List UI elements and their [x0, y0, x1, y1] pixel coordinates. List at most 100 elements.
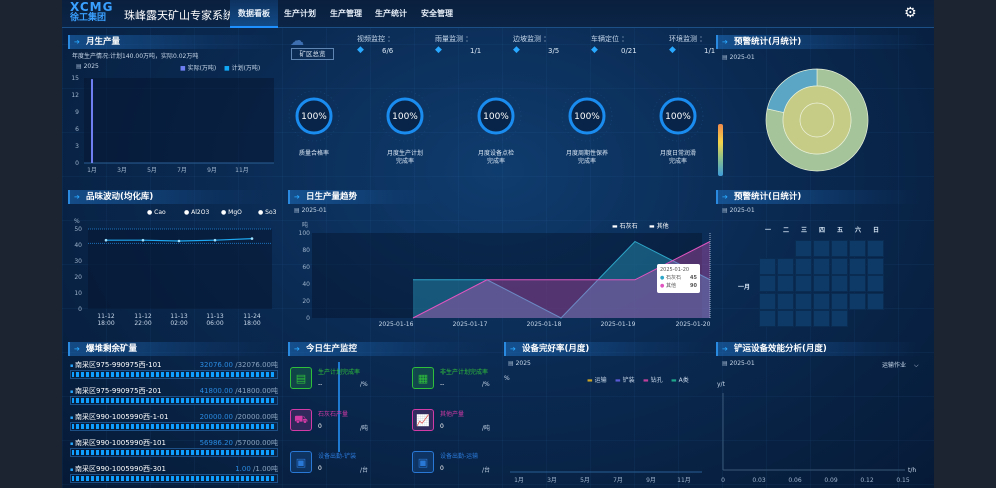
- stockpile-name: 南采区975-990975西-201: [70, 387, 161, 395]
- overview-button[interactable]: 矿区总览: [291, 48, 334, 60]
- data-point: [141, 238, 145, 242]
- tab-safety-management[interactable]: 安全管理: [421, 9, 453, 18]
- stockpile-amount: 32076.00 /32076.00吨: [200, 360, 278, 370]
- gauge-label: 月度日常润滑 完成率: [659, 150, 696, 165]
- x-tick-label: 0: [721, 477, 725, 484]
- heatmap-day-cell[interactable]: [795, 257, 812, 275]
- weekday-label: 日: [873, 227, 880, 234]
- equip-legend-item[interactable]: ▬ 铲装: [615, 377, 635, 384]
- plot-area: [312, 233, 702, 318]
- stat-2[interactable]: 边坡监测 ： ◆ 3/5: [513, 34, 559, 55]
- tab-production-management[interactable]: 生产管理: [330, 9, 362, 18]
- y-tick-label: 0: [78, 306, 82, 313]
- tab-production-stats[interactable]: 生产统计: [375, 9, 407, 18]
- x-tick-label: 11-12: [97, 313, 115, 320]
- heatmap-day-cell[interactable]: [831, 257, 848, 275]
- equip-year-picker[interactable]: 2025: [508, 360, 531, 367]
- stockpile-item[interactable]: 南采区975-990975西-101 32076.00 /32076.00吨: [70, 360, 278, 379]
- monitor-unit: /吨: [482, 425, 491, 432]
- heatmap-day-cell[interactable]: [795, 275, 812, 292]
- heatmap-day-cell[interactable]: [849, 292, 866, 310]
- heatmap-day-cell[interactable]: [867, 292, 884, 310]
- panel-title-stockpile: 爆堆剩余矿量: [68, 342, 278, 356]
- heatmap-day-cell[interactable]: [867, 240, 884, 257]
- heatmap-day-cell[interactable]: [795, 240, 812, 257]
- stockpile-item[interactable]: 南采区990-1005990西-301 1.00 /1.00吨: [70, 464, 278, 483]
- stockpile-value: 1.00: [235, 465, 251, 473]
- equip-legend-item[interactable]: ▬ 运输: [587, 377, 607, 384]
- stockpile-scrollbar[interactable]: [338, 362, 340, 452]
- heatmap-day-cell[interactable]: [813, 292, 830, 310]
- tab-production-plan[interactable]: 生产计划: [284, 9, 316, 18]
- legend-plan[interactable]: ■ 计划(万吨): [224, 65, 261, 72]
- stockpile-amount: 1.00 /1.00吨: [235, 464, 278, 474]
- daily-date-picker[interactable]: 2025-01: [294, 207, 327, 214]
- equip-legend-item[interactable]: ▬ 钻孔: [643, 377, 663, 384]
- dashboard-screen: XCMG 徐工集团 珠峰露天矿山专家系统 数据看板 生产计划 生产管理 生产统计 …: [62, 0, 934, 488]
- monthly-year-picker[interactable]: 2025: [76, 63, 99, 70]
- heatmap-day-cell[interactable]: [777, 292, 794, 310]
- x-tick-label: 06:00: [206, 320, 223, 327]
- stockpile-item[interactable]: 南采区990-1005990西-101 56986.20 /57000.00吨: [70, 438, 278, 457]
- heatmap-day-cell[interactable]: [777, 275, 794, 292]
- gauge-ring: [295, 97, 333, 135]
- efficiency-date-picker[interactable]: 2025-01: [722, 360, 755, 367]
- stat-4[interactable]: 环境监测 ： ◆ 1/1: [669, 34, 715, 55]
- stockpile-item[interactable]: 南采区990-1005990西-1-01 20000.00 /20000.00吨: [70, 412, 278, 431]
- gauge-ring: [659, 97, 697, 135]
- heatmap-day-cell[interactable]: [849, 257, 866, 275]
- heatmap-day-cell[interactable]: [831, 310, 848, 327]
- warning-sunburst-chart: [765, 68, 869, 172]
- heatmap-day-cell[interactable]: [813, 257, 830, 275]
- operation-select[interactable]: 运输作业 ⌵: [882, 360, 919, 370]
- stat-1[interactable]: 雨量监测 ： ◆ 1/1: [435, 34, 481, 55]
- stat-3[interactable]: 车辆定位 ： ◆ 0/21: [591, 34, 637, 55]
- stat-0[interactable]: 视频监控 ： ◆ 6/6: [357, 34, 394, 55]
- y-tick-label: 20: [74, 274, 82, 281]
- heatmap-day-cell[interactable]: [831, 240, 848, 257]
- legend-plan-label: 计划(万吨): [231, 65, 261, 72]
- stockpile-name: 南采区990-1005990西-101: [70, 439, 166, 447]
- heatmap-day-cell[interactable]: [759, 275, 776, 292]
- heatmap-day-cell[interactable]: [777, 257, 794, 275]
- stockpile-amount: 56986.20 /57000.00吨: [200, 438, 278, 448]
- gear-icon[interactable]: ⚙: [904, 5, 917, 21]
- heatmap-day-cell[interactable]: [777, 310, 794, 327]
- efficiency-x-label: t/h: [908, 467, 917, 474]
- gauge-label: 月度生产计划 完成率: [386, 150, 423, 165]
- heatmap-day-cell[interactable]: [795, 292, 812, 310]
- legend-item: ● Cao: [147, 209, 166, 216]
- y-tick-label: 0: [306, 315, 310, 322]
- chevron-down-icon: ⌵: [913, 362, 919, 369]
- bar-actual: [91, 79, 93, 163]
- stockpile-total: /20000.00吨: [235, 413, 278, 421]
- daily-area-chart: 吨 0 20 40 60 80 100 ▬ 石灰石 ▬ 其他 2025-01-16 2025-01-…: [299, 221, 711, 328]
- x-tick-label: 2025-01-20: [676, 321, 711, 328]
- monitor-label: 设备出勤-铲装: [318, 453, 357, 460]
- heatmap-day-cell[interactable]: [831, 275, 848, 292]
- heatmap-day-cell[interactable]: [795, 310, 812, 327]
- heatmap-day-cell[interactable]: [759, 310, 776, 327]
- heatmap-day-cell[interactable]: [813, 240, 830, 257]
- stockpile-value: 20000.00: [199, 413, 233, 421]
- heatmap-day-cell[interactable]: [867, 275, 884, 292]
- heatmap-day-cell[interactable]: [813, 275, 830, 292]
- heatmap-day-cell[interactable]: [849, 275, 866, 292]
- heatmap-day-cell[interactable]: [867, 257, 884, 275]
- gauge-value: 100%: [483, 112, 509, 122]
- warn-day-date-picker[interactable]: 2025-01: [722, 207, 755, 214]
- heatmap-day-cell[interactable]: [849, 240, 866, 257]
- heatmap-day-cell[interactable]: [759, 292, 776, 310]
- equip-legend-item[interactable]: ▬ A类: [671, 377, 689, 384]
- heatmap-day-cell[interactable]: [813, 310, 830, 327]
- x-tick-label: 0.12: [860, 477, 874, 484]
- heatmap-day-cell[interactable]: [831, 292, 848, 310]
- stockpile-total: /32076.00吨: [235, 361, 278, 369]
- stockpile-item[interactable]: 南采区975-990975西-201 41800.00 /41800.00吨: [70, 386, 278, 405]
- legend-item: ● So3: [258, 209, 277, 216]
- tab-data-dashboard[interactable]: 数据看板: [230, 0, 278, 28]
- heatmap-day-cell[interactable]: [759, 257, 776, 275]
- legend-actual[interactable]: ■ 实际(万吨): [180, 65, 217, 72]
- warn-month-date-picker[interactable]: 2025-01: [722, 54, 755, 61]
- x-tick-label: 3月: [117, 167, 127, 174]
